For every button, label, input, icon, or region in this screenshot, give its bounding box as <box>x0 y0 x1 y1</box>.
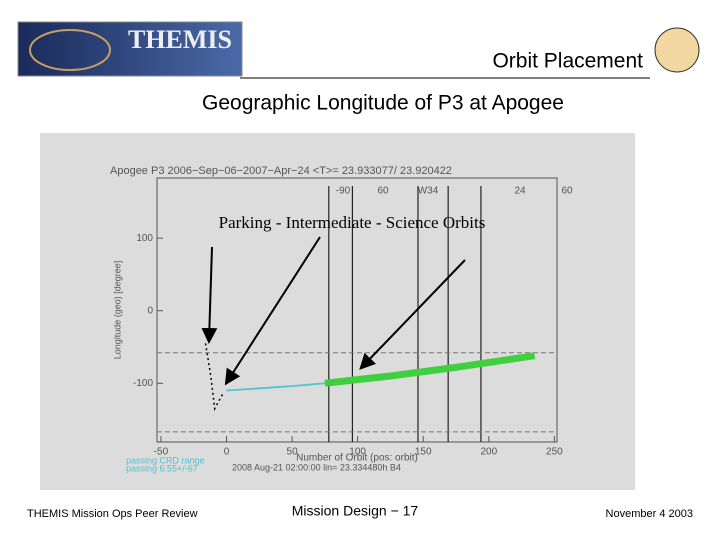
logo-text: THEMIS <box>128 25 232 54</box>
slide-title: Orbit Placement <box>492 50 643 73</box>
series-line <box>324 352 536 387</box>
arrow <box>359 259 466 370</box>
arrow <box>224 236 321 386</box>
legend-line: passing CRD range <box>126 455 205 465</box>
plot-footer: 2008 Aug-21 02:00:00 lin= 23.334480h B4 <box>232 462 401 472</box>
annotation: Parking - Intermediate - Science Orbits <box>219 213 486 232</box>
mascot-icon <box>654 27 700 73</box>
footer-left: THEMIS Mission Ops Peer Review <box>27 508 198 520</box>
plot: Apogee P3 2006−Sep−06−2007−Apr−24 <T>= 2… <box>110 165 573 473</box>
top-axis-label: W34 <box>418 186 439 197</box>
x-tick-label: 0 <box>224 447 230 458</box>
x-axis-label: Number of Orbit (pos: orbit) <box>296 453 418 464</box>
arrow <box>201 246 218 344</box>
footer-center: Mission Design − 17 <box>292 503 419 519</box>
top-axis-label: 60 <box>377 186 389 197</box>
legend-line: passing 6.55+/-67 <box>126 463 198 473</box>
series-line <box>226 382 325 392</box>
series-line <box>204 343 225 412</box>
footer-right: November 4 2003 <box>606 508 693 520</box>
logo-swirl <box>29 29 111 71</box>
plot-frame <box>156 177 558 443</box>
x-tick-label: 50 <box>287 447 299 458</box>
x-tick-label: -50 <box>154 447 169 458</box>
x-tick-label: 100 <box>349 447 366 458</box>
x-tick-label: 150 <box>415 447 432 458</box>
x-tick-label: 250 <box>546 447 563 458</box>
y-axis-label: Longitude (geo) [degree] <box>112 261 122 360</box>
top-axis-label: -90 <box>336 186 351 197</box>
plot-title: Apogee P3 2006−Sep−06−2007−Apr−24 <T>= 2… <box>110 165 452 177</box>
plot-background <box>40 133 635 490</box>
y-tick-label: 100 <box>136 233 153 244</box>
x-tick-label: 200 <box>480 447 497 458</box>
slide-subtitle: Geographic Longitude of P3 at Apogee <box>202 92 564 115</box>
y-tick-label: 0 <box>147 305 153 316</box>
top-axis-label: 24 <box>514 186 526 197</box>
y-tick-label: -100 <box>133 378 153 389</box>
top-axis-label: 60 <box>561 186 573 197</box>
